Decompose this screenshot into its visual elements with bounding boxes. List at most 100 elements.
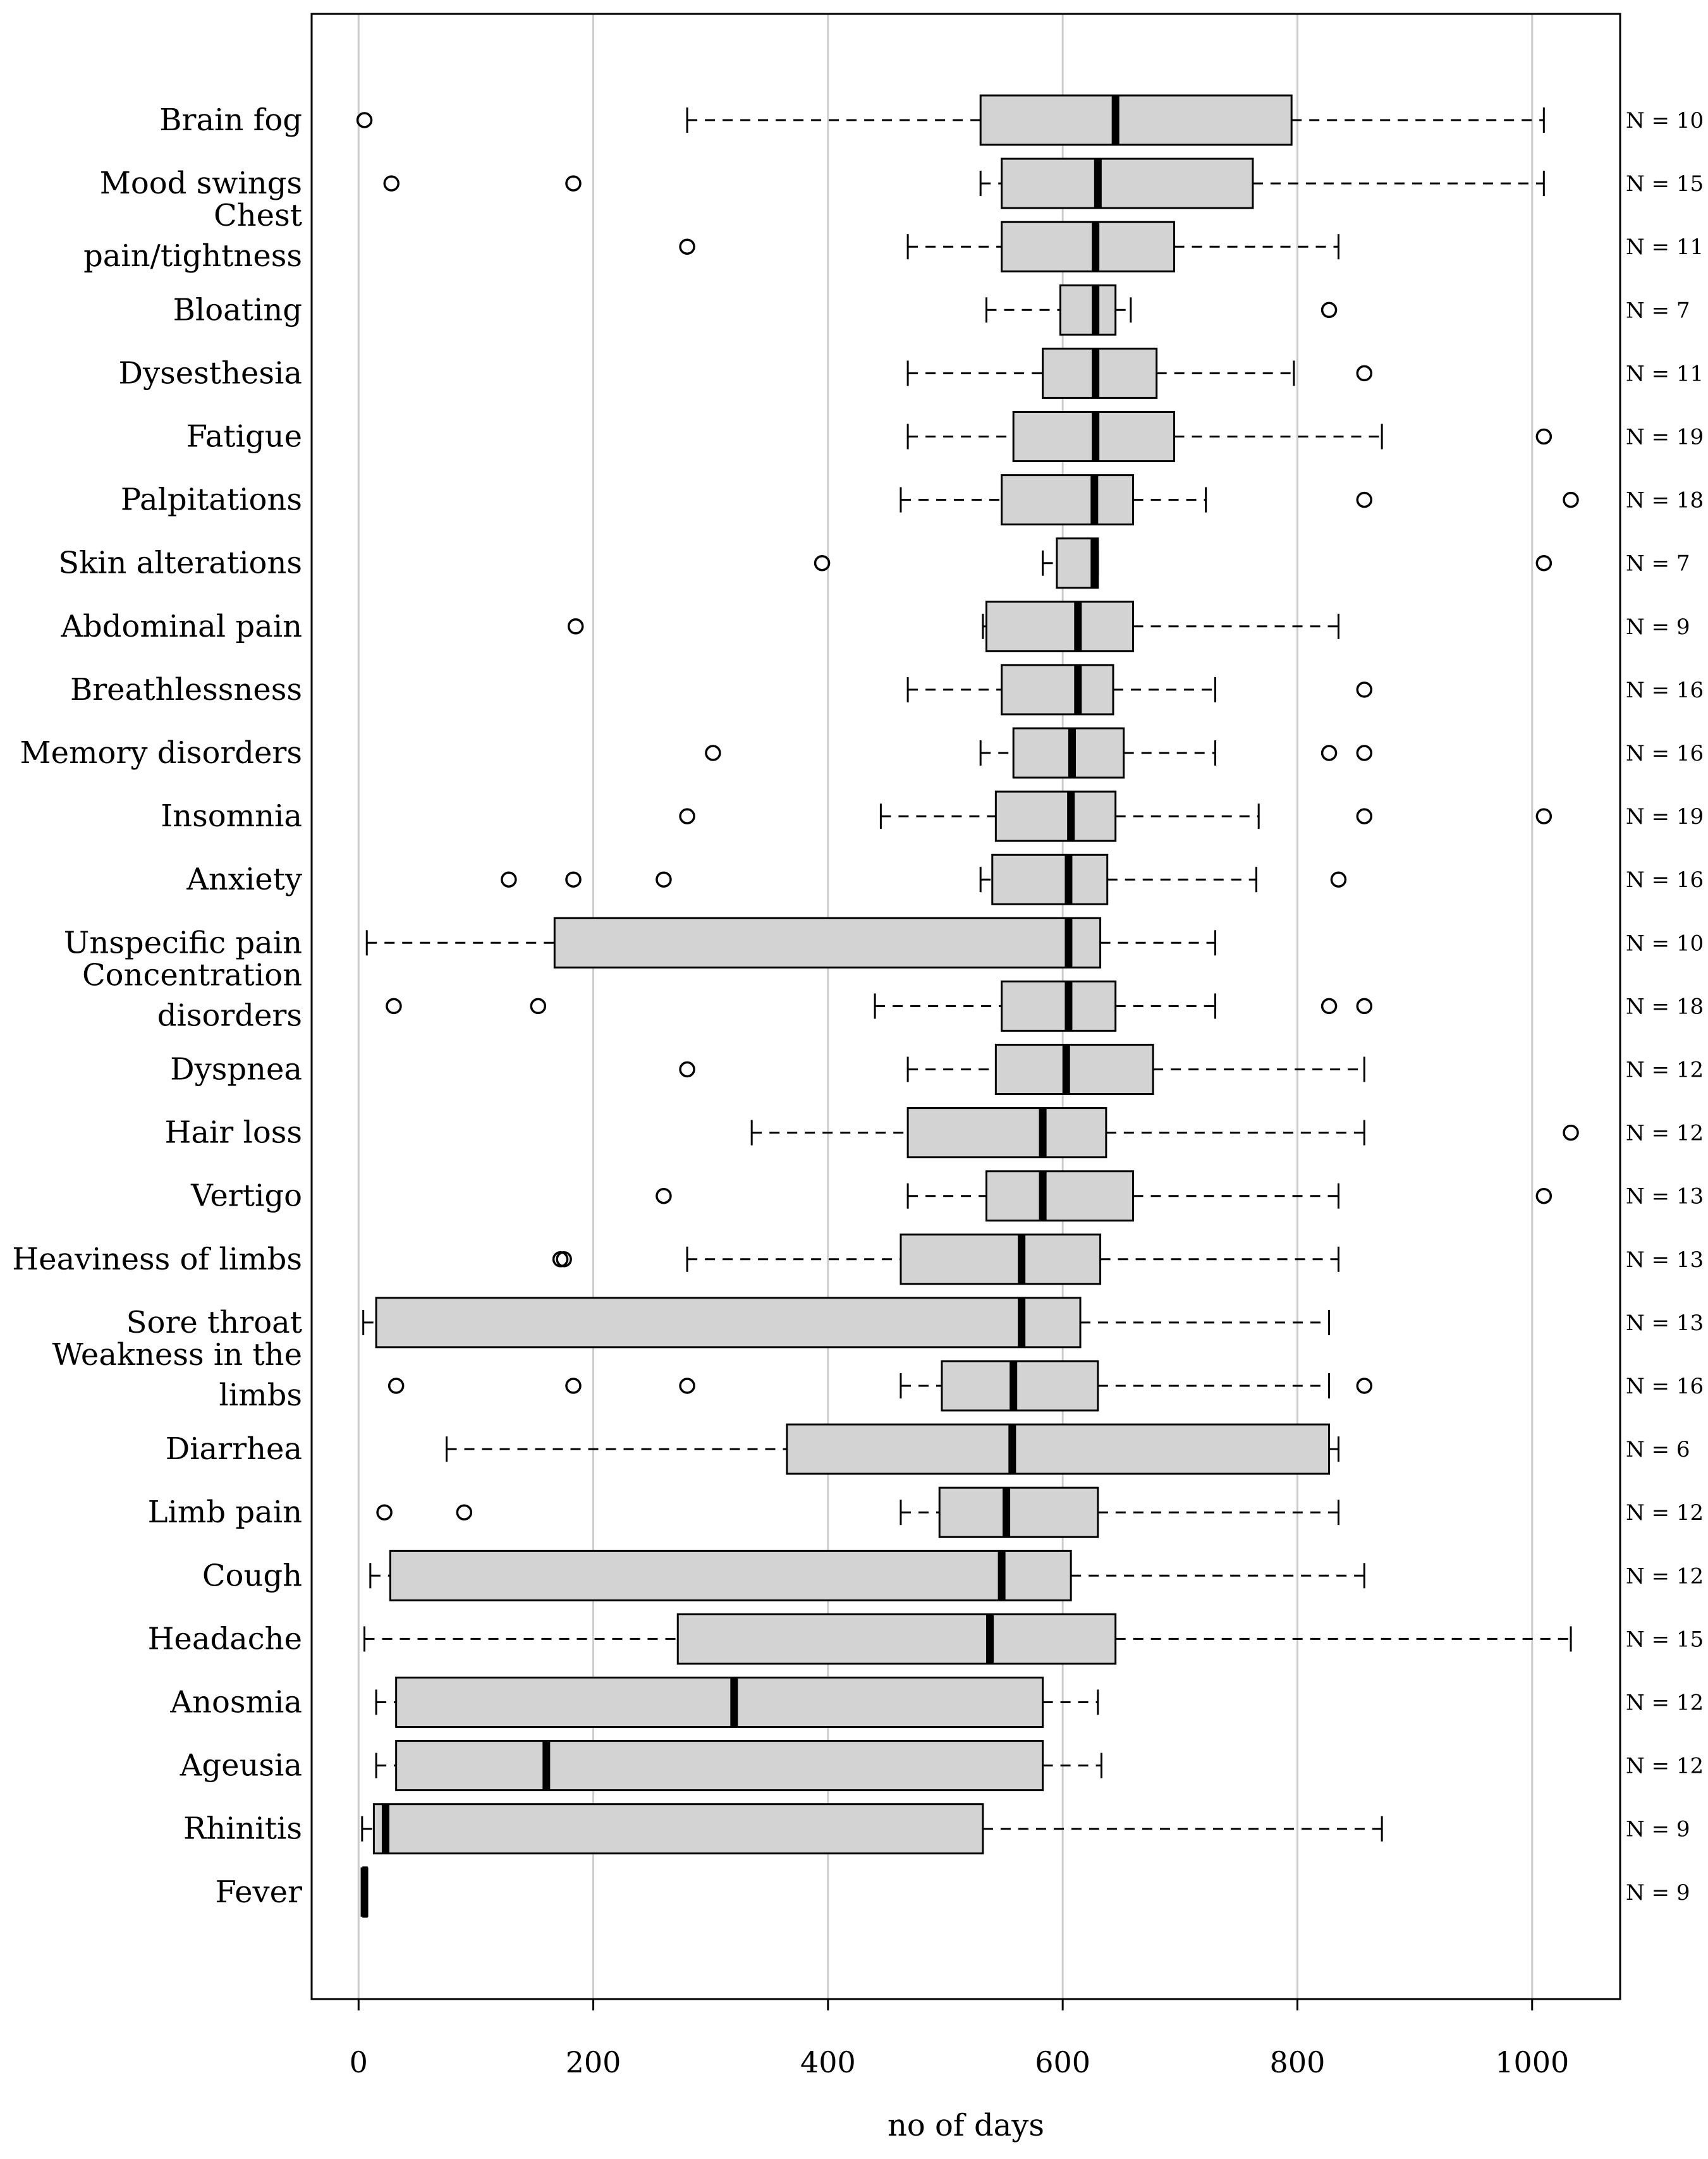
outlier-point xyxy=(356,112,373,128)
outlier-point xyxy=(383,175,400,192)
category-label: Hair loss xyxy=(164,1115,302,1151)
sample-size-label: N = 16 xyxy=(1626,1374,1704,1399)
outlier-point xyxy=(565,1378,582,1394)
box-row xyxy=(376,1486,1339,1538)
outlier-point xyxy=(656,1187,672,1204)
sample-size-label: N = 7 xyxy=(1626,551,1690,577)
sample-size-label: N = 12 xyxy=(1626,1500,1704,1526)
box-row xyxy=(387,1360,1373,1412)
sample-size-label: N = 7 xyxy=(1626,298,1690,323)
sample-size-label: N = 12 xyxy=(1626,1058,1704,1083)
iqr-box xyxy=(553,917,1102,969)
outlier-point xyxy=(1356,682,1373,698)
box-row xyxy=(363,1613,1572,1665)
category-label: Fatigue xyxy=(186,419,302,455)
box-row xyxy=(445,1423,1339,1475)
box-series xyxy=(356,94,1579,1918)
sample-size-label: N = 13 xyxy=(1626,1184,1704,1209)
category-label: Brain fog xyxy=(159,102,302,138)
box-row xyxy=(656,1170,1552,1222)
iqr-box xyxy=(676,1613,1117,1665)
sample-size-label: N = 16 xyxy=(1626,678,1704,703)
iqr-box xyxy=(375,1297,1082,1349)
category-label: Chest pain/tightness xyxy=(83,198,302,274)
outlier-point xyxy=(1356,808,1373,824)
category-label: Anxiety xyxy=(186,862,302,897)
category-label: Diarrhea xyxy=(166,1431,302,1467)
sample-size-label: N = 18 xyxy=(1626,488,1704,513)
sample-size-label: N = 15 xyxy=(1626,1627,1704,1652)
sample-size-label: N = 10 xyxy=(1626,108,1704,133)
iqr-box xyxy=(1001,980,1117,1032)
category-label: Weakness in the limbs xyxy=(52,1337,302,1413)
category-label: Mood swings xyxy=(100,166,302,201)
box-row xyxy=(906,664,1373,716)
category-label: Bloating xyxy=(173,292,302,327)
category-label: Vertigo xyxy=(190,1178,302,1214)
outlier-point xyxy=(656,871,672,888)
sample-size-label: N = 11 xyxy=(1626,361,1704,386)
outlier-point xyxy=(1356,745,1373,761)
sample-size-label: N = 16 xyxy=(1626,867,1704,893)
iqr-box xyxy=(1042,347,1158,399)
box-row xyxy=(361,1803,1383,1855)
outlier-point xyxy=(376,1504,393,1520)
box-row xyxy=(705,727,1373,779)
x-tick-label: 800 xyxy=(1270,2045,1326,2079)
x-tick-label: 1000 xyxy=(1495,2045,1569,2079)
category-label: Unspecific pain xyxy=(64,925,302,960)
iqr-box xyxy=(786,1423,1331,1475)
category-label: Dysesthesia xyxy=(119,355,302,391)
sample-size-label: N = 10 xyxy=(1626,931,1704,956)
box-row xyxy=(362,1297,1331,1349)
outlier-point xyxy=(1356,365,1373,382)
iqr-box xyxy=(994,1044,1154,1095)
category-label: Breathlessness xyxy=(70,672,302,707)
outlier-point xyxy=(565,871,582,888)
x-tick-label: 200 xyxy=(566,2045,621,2079)
outlier-point xyxy=(1535,1187,1552,1204)
category-label: Dyspnea xyxy=(170,1052,302,1087)
iqr-box xyxy=(906,1107,1107,1159)
outlier-point xyxy=(679,1378,695,1394)
category-label: Limb pain xyxy=(148,1495,302,1530)
iqr-box xyxy=(395,1740,1044,1792)
outlier-point xyxy=(1563,491,1579,508)
category-label: Sore throat xyxy=(126,1305,302,1340)
outlier-point xyxy=(387,1378,405,1394)
outlier-point xyxy=(456,1504,473,1520)
box-row xyxy=(814,537,1552,589)
x-axis: 0 200 400 600 800 1000 xyxy=(350,1999,1569,2079)
sample-size-label: N = 16 xyxy=(1626,741,1704,766)
outlier-point xyxy=(1535,554,1552,572)
iqr-box xyxy=(389,1550,1072,1601)
outlier-point xyxy=(1356,491,1373,508)
iqr-box xyxy=(991,853,1109,905)
sample-size-label: N = 19 xyxy=(1626,425,1704,450)
outlier-point xyxy=(530,998,547,1015)
iqr-box xyxy=(994,790,1117,842)
category-label: Cough xyxy=(202,1558,302,1593)
box-row xyxy=(360,1866,369,1918)
outlier-point xyxy=(501,871,517,888)
outlier-point xyxy=(386,998,402,1015)
category-label: Palpitations xyxy=(121,482,302,518)
box-row xyxy=(985,284,1338,336)
outlier-point xyxy=(565,175,582,192)
outlier-point xyxy=(556,1251,572,1268)
box-row xyxy=(375,1677,1099,1728)
outlier-point xyxy=(1535,428,1552,445)
box-row xyxy=(375,1740,1102,1792)
iqr-box xyxy=(1001,474,1135,526)
box-row xyxy=(369,1550,1365,1601)
box-row xyxy=(356,94,1545,146)
sample-size-label: N = 18 xyxy=(1626,994,1704,1019)
category-label: Ageusia xyxy=(180,1748,302,1783)
iqr-box xyxy=(979,94,1293,146)
outlier-point xyxy=(1321,302,1338,319)
sample-size-label: N = 12 xyxy=(1626,1754,1704,1779)
outlier-point xyxy=(1356,998,1373,1015)
sample-size-label: N = 6 xyxy=(1626,1437,1690,1462)
x-axis-title: no of days xyxy=(888,2108,1044,2143)
category-label: Headache xyxy=(148,1621,302,1656)
